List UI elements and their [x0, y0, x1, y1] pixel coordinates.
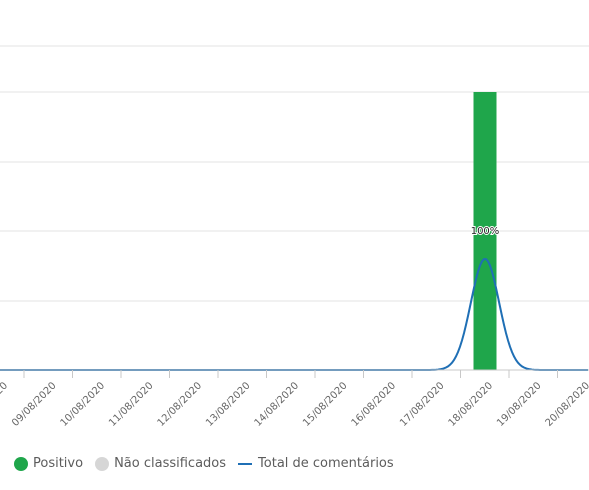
bar-positivo[interactable] [473, 92, 497, 370]
legend-label-positivo: Positivo [33, 456, 84, 471]
x-tick-label: 20/08/2020 [544, 380, 589, 429]
data-labels: 100% [470, 225, 501, 238]
x-tick-label: 19/08/2020 [495, 380, 544, 429]
x-tick-label: 18/08/2020 [447, 380, 496, 429]
x-tick-label: 11/08/2020 [107, 380, 156, 429]
line-total-comentarios[interactable] [0, 258, 588, 371]
x-tick-label: 10/08/2020 [59, 380, 108, 429]
legend-label-total: Total de comentários [258, 456, 394, 471]
x-tick-label: 14/08/2020 [253, 380, 302, 429]
x-tick-label: 09/08/2020 [10, 380, 59, 429]
gridlines [0, 45, 589, 302]
x-axis: 08/08/2020 09/08/2020 10/08/2020 11/08/2020… [0, 369, 589, 429]
x-tick-label: 15/08/2020 [301, 380, 350, 429]
legend-label-nao-classificados: Não classificados [114, 456, 227, 471]
x-tick-label: 12/08/2020 [156, 380, 205, 429]
legend-item-positivo[interactable]: Positivo [14, 456, 83, 471]
bar-series [473, 92, 497, 370]
legend: Positivo Não classificados Total de come… [14, 456, 406, 471]
chart: 100% 08/08/2020 09/08/2020 10/08/2020 11/08… [0, 45, 589, 429]
bar-data-label: 100% [471, 226, 500, 237]
legend-marker-positivo [14, 456, 28, 471]
x-tick-label: 17/08/2020 [398, 380, 447, 429]
legend-marker-nao-classificados [95, 456, 110, 471]
x-tick-label: 16/08/2020 [350, 380, 399, 429]
x-tick-label: 13/08/2020 [204, 380, 253, 429]
x-tick-label: 08/08/2020 [0, 380, 10, 429]
legend-item-nao-classificados[interactable]: Não classificados [95, 456, 226, 471]
line-series [0, 258, 588, 371]
legend-item-total[interactable]: Total de comentários [238, 456, 394, 471]
legend-marker-total [238, 462, 253, 465]
